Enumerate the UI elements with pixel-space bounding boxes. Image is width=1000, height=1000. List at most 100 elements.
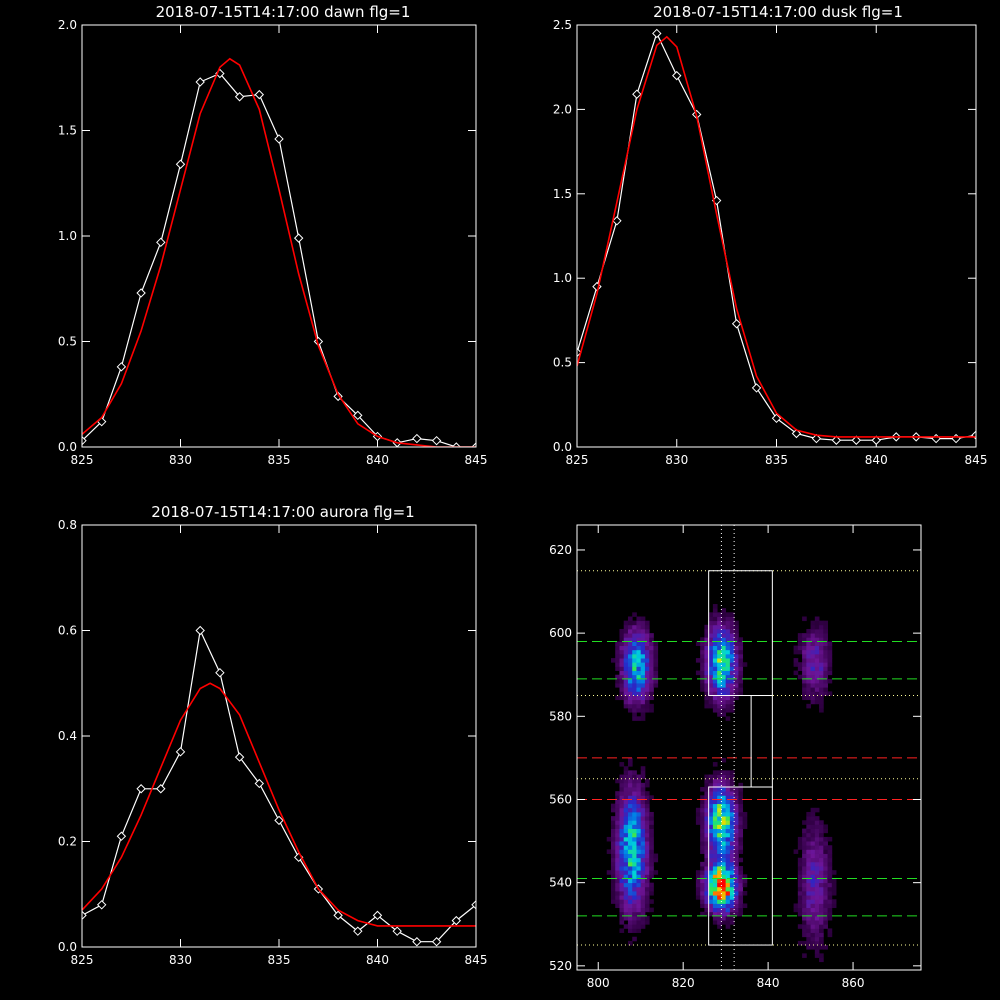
spectrogram-pixel xyxy=(717,787,722,792)
spectrogram-pixel xyxy=(632,832,637,838)
spectrogram-pixel xyxy=(627,653,633,659)
spectrogram-pixel xyxy=(610,658,616,663)
spectrogram-pixel xyxy=(738,907,744,913)
spectrogram-pixel xyxy=(704,882,710,888)
spectrogram-pixel xyxy=(721,824,727,829)
spectrogram-pixel xyxy=(729,820,735,825)
spectrogram-pixel xyxy=(610,866,616,871)
spectrogram-pixel xyxy=(615,695,620,701)
spectrogram-pixel xyxy=(734,853,739,859)
spectrogram-pixel xyxy=(615,653,620,659)
spectrogram-pixel xyxy=(802,928,807,933)
spectrogram-pixel xyxy=(725,915,731,921)
spectrogram-pixel xyxy=(819,674,824,680)
spectrogram-pixel xyxy=(717,907,722,913)
spectrogram-pixel xyxy=(810,874,816,879)
spectrogram-pixel xyxy=(640,824,646,829)
spectrogram-pixel xyxy=(708,866,714,871)
spectrogram-pixel xyxy=(644,637,650,642)
dusk-x-tick-label: 830 xyxy=(665,453,688,467)
spectrogram-pixel xyxy=(819,841,824,846)
spectrogram-pixel xyxy=(708,841,714,846)
spectrogram-pixel xyxy=(721,616,727,622)
spectrogram-pixel xyxy=(649,633,654,638)
spectrogram-pixel xyxy=(636,782,642,788)
spectrogram-pixel xyxy=(644,841,650,846)
spectrogram-pixel xyxy=(649,907,654,913)
spectrogram-pixel xyxy=(806,936,811,942)
spectrogram-pixel xyxy=(712,662,718,667)
spectrogram-pixel xyxy=(717,911,722,917)
spectrogram-pixel xyxy=(712,878,718,884)
spectrogram-pixel xyxy=(721,628,727,634)
spectrogram-pixel xyxy=(640,857,646,863)
spectrogram-pixel xyxy=(695,874,701,879)
spectrogram-pixel xyxy=(623,620,629,626)
spectrogram-pixel xyxy=(610,890,616,896)
spectrogram-pixel xyxy=(806,658,811,663)
spectrogram-pixel xyxy=(823,890,828,896)
spectrogram-pixel xyxy=(653,857,659,863)
spectrogram-pixel xyxy=(814,687,820,692)
spectrogram-pixel xyxy=(721,666,727,671)
spectrogram-pixel xyxy=(640,616,646,622)
spectrogram-pixel xyxy=(738,824,744,829)
spectrogram-pixel xyxy=(721,816,727,821)
spectrogram-pixel xyxy=(619,683,625,688)
spectrogram-pixel xyxy=(814,628,820,634)
spectrogram-pixel xyxy=(649,849,654,854)
spectrogram-pixel xyxy=(734,674,739,680)
spectrogram-pixel xyxy=(649,890,654,896)
spectrogram-pixel xyxy=(712,666,718,671)
spectrogram-pixel xyxy=(729,612,735,617)
spectrogram-pixel xyxy=(627,861,633,867)
spectrogram-pixel xyxy=(623,874,629,879)
spectrogram-pixel xyxy=(725,641,731,647)
spectrogram-pixel xyxy=(802,820,807,825)
spectrogram-pixel xyxy=(644,658,650,663)
spectrogram-pixel xyxy=(717,641,722,647)
spectrogram-pixel xyxy=(721,641,727,647)
spectrogram-pixel xyxy=(721,807,727,813)
spectrogram-pixel xyxy=(814,658,820,663)
spectrogram-pixel xyxy=(721,620,727,626)
spectrogram-pixel xyxy=(619,899,625,904)
spectrogram-pixel xyxy=(649,695,654,701)
spectrogram-pixel xyxy=(729,903,735,909)
spectrogram-pixel xyxy=(632,890,637,896)
spectrogram-pixel xyxy=(797,878,803,884)
spectrogram-pixel xyxy=(717,666,722,671)
spectrogram-pixel xyxy=(700,816,705,821)
spectrogram-pixel xyxy=(632,936,637,942)
spectrogram-pixel xyxy=(636,874,642,879)
spectrogram-pixel xyxy=(632,795,637,800)
spectrogram-pixel xyxy=(627,674,633,680)
spectrogram-pixel xyxy=(725,795,731,800)
spectrogram-pixel xyxy=(819,633,824,638)
spectrogram-pixel xyxy=(708,791,714,796)
spectrogram-pixel xyxy=(738,791,744,796)
spectrogram-pixel xyxy=(700,895,705,900)
spectrogram-pixel xyxy=(819,957,824,963)
spectrogram-pixel xyxy=(721,670,727,676)
spectrogram-pixel xyxy=(640,662,646,667)
spectrogram-pixel xyxy=(623,791,629,796)
spectrogram-pixel xyxy=(721,687,727,692)
spectrogram-pixel xyxy=(708,620,714,626)
spectrogram-pixel xyxy=(793,645,799,651)
spectrogram-y-tick-label: 580 xyxy=(549,709,572,723)
spectrogram-pixel xyxy=(823,886,828,892)
aurora-data-point xyxy=(116,831,127,841)
spectrogram-pixel xyxy=(823,882,828,888)
spectrogram-pixel xyxy=(827,932,833,938)
spectrogram-pixel xyxy=(649,666,654,671)
spectrogram-pixel xyxy=(810,845,816,850)
spectrogram-pixel xyxy=(708,899,714,904)
spectrogram-pixel xyxy=(721,707,727,713)
spectrogram-pixel xyxy=(640,774,646,780)
aurora-panel: 2018-07-15T14:17:00 aurora flg=1 825 830 8… xyxy=(58,503,488,967)
spectrogram-pixel xyxy=(632,782,637,788)
spectrogram-window-box xyxy=(708,786,773,946)
spectrogram-pixel xyxy=(823,670,828,676)
